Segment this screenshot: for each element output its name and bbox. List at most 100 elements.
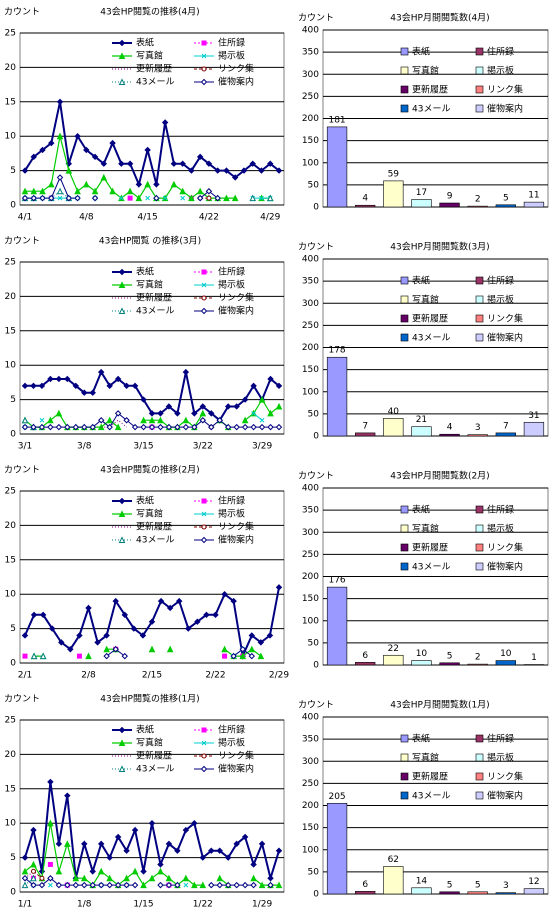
legend-label: 住所録 (487, 504, 514, 516)
marker (241, 881, 249, 889)
value-label: 205 (328, 792, 345, 802)
marker (118, 268, 126, 276)
marker (258, 840, 266, 848)
y-tick-label: 100 (302, 616, 319, 626)
legend-label: 43メール (412, 334, 450, 344)
marker (30, 153, 37, 161)
marker (267, 375, 274, 383)
marker (89, 423, 96, 431)
marker (30, 652, 38, 660)
marker (72, 423, 80, 431)
marker (174, 423, 181, 431)
marker (55, 867, 63, 875)
marker (166, 645, 174, 653)
marker (21, 875, 29, 882)
legend-label: 写真館 (412, 523, 439, 535)
legend-label: 掲示板 (218, 737, 245, 749)
marker (30, 194, 37, 202)
y-tick-label: 0 (10, 888, 16, 898)
marker (224, 423, 232, 431)
x-tick-label: 4/15 (138, 213, 158, 223)
marker (83, 180, 90, 188)
marker (47, 819, 54, 827)
value-label: 10 (416, 649, 428, 659)
legend-label: 住所録 (487, 275, 514, 287)
marker (201, 269, 207, 275)
marker (83, 146, 90, 154)
legend-label: 写真館 (136, 279, 163, 291)
marker (55, 409, 63, 417)
marker (85, 604, 92, 612)
marker (157, 410, 164, 417)
value-label: 3 (475, 423, 481, 433)
marker (208, 410, 215, 417)
y-tick-label: 5 (10, 853, 16, 863)
marker (89, 881, 96, 889)
marker (248, 632, 255, 639)
y-tick-label: 10 (5, 361, 17, 371)
marker (224, 854, 232, 861)
bar (495, 204, 516, 208)
marker (56, 98, 64, 106)
legend-label: 催物案内 (487, 790, 523, 802)
marker (47, 861, 53, 867)
legend-label: 43メール (136, 78, 174, 88)
marker (72, 382, 80, 390)
marker (153, 194, 160, 202)
y-tick-label: 200 (302, 572, 319, 582)
marker (74, 194, 81, 202)
marker (165, 881, 173, 889)
marker (131, 881, 139, 889)
marker (21, 167, 29, 174)
marker (250, 881, 257, 889)
legend-label: 住所録 (487, 46, 514, 58)
value-label: 5 (447, 651, 453, 661)
chart-title: 43会HP閲覧 の推移(3月) (99, 235, 201, 247)
marker (80, 874, 88, 882)
marker (267, 875, 274, 882)
legend-label: 催物案内 (487, 561, 523, 573)
x-tick-label: 3/8 (77, 442, 92, 452)
y-tick-label: 350 (302, 277, 319, 287)
marker (21, 423, 29, 431)
marker (258, 167, 265, 174)
marker (179, 160, 186, 167)
bar (523, 888, 545, 895)
marker (267, 423, 274, 431)
marker (140, 396, 147, 403)
legend-label: 掲示板 (218, 279, 245, 291)
marker (30, 874, 37, 882)
marker (103, 632, 110, 639)
marker (118, 307, 126, 314)
marker (118, 78, 126, 85)
y-tick-label: 5 (10, 395, 16, 405)
marker (148, 618, 156, 625)
bar (326, 586, 348, 666)
y-axis-label: カウント (298, 471, 334, 482)
marker (148, 819, 156, 827)
y-axis-label: カウント (4, 694, 40, 705)
legend-label: 住所録 (487, 733, 514, 745)
marker (135, 194, 143, 202)
bar (411, 660, 432, 666)
marker (201, 740, 207, 746)
marker (199, 417, 207, 424)
marker (267, 409, 274, 417)
marker (21, 881, 29, 889)
bar (383, 866, 404, 895)
value-label: 7 (503, 421, 509, 431)
chart-title: 43会HP月間閲覧数(4月) (390, 12, 489, 24)
marker (275, 584, 283, 591)
legend-swatch (475, 505, 484, 514)
bar (495, 660, 516, 666)
legend-label: 更新履歴 (412, 313, 448, 325)
marker (249, 160, 256, 167)
marker (200, 307, 208, 315)
marker (174, 847, 181, 854)
marker (97, 368, 105, 376)
y-tick-label: 0 (10, 430, 16, 440)
marker (106, 382, 113, 390)
legend-label: 表紙 (136, 37, 154, 49)
legend-label: 催物案内 (218, 305, 254, 317)
y-tick-label: 200 (302, 801, 319, 811)
